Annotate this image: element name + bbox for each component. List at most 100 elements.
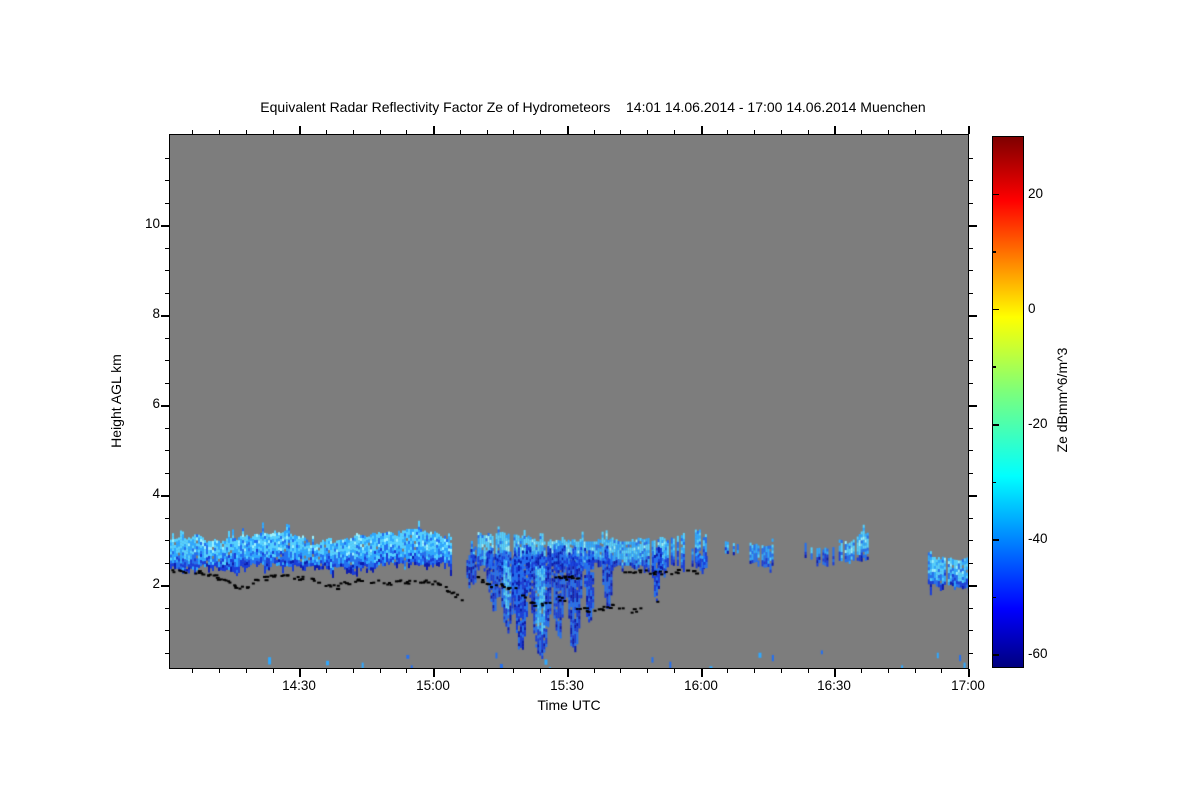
y-minor-tick-right bbox=[969, 158, 973, 159]
y-tick-label: 8 bbox=[152, 306, 160, 321]
x-minor-tick bbox=[353, 669, 354, 673]
colorbar-minor-tick bbox=[993, 596, 996, 599]
y-major-tick-right bbox=[969, 405, 977, 407]
y-minor-tick bbox=[165, 270, 169, 271]
y-major-tick-right bbox=[969, 315, 977, 317]
x-major-tick-top bbox=[433, 126, 435, 134]
x-minor-tick bbox=[406, 669, 407, 673]
y-tick-label: 4 bbox=[152, 486, 160, 501]
colorbar-major-tick bbox=[993, 424, 999, 426]
x-minor-tick-top bbox=[406, 130, 407, 134]
x-minor-tick-top bbox=[192, 130, 193, 134]
x-major-tick-top bbox=[834, 126, 836, 134]
y-minor-tick-right bbox=[969, 653, 973, 654]
x-minor-tick-top bbox=[487, 130, 488, 134]
x-minor-tick-top bbox=[513, 130, 514, 134]
x-major-tick-top bbox=[299, 126, 301, 134]
x-tick-label: 14:30 bbox=[282, 678, 316, 693]
y-minor-tick bbox=[165, 608, 169, 609]
x-major-tick bbox=[567, 669, 569, 677]
x-minor-tick bbox=[487, 669, 488, 673]
x-minor-tick bbox=[380, 669, 381, 673]
x-minor-tick-top bbox=[781, 130, 782, 134]
x-minor-tick-top bbox=[915, 130, 916, 134]
x-minor-tick-top bbox=[594, 130, 595, 134]
y-major-tick bbox=[161, 405, 169, 407]
y-tick-label: 2 bbox=[152, 576, 160, 591]
colorbar-minor-tick bbox=[993, 251, 996, 253]
colorbar-tick-label: -40 bbox=[1028, 531, 1048, 547]
colorbar bbox=[992, 136, 1024, 668]
y-major-tick bbox=[161, 315, 169, 317]
x-major-tick-top bbox=[701, 126, 703, 134]
colorbar-minor-tick bbox=[993, 481, 996, 484]
y-minor-tick bbox=[165, 180, 169, 181]
x-minor-tick bbox=[192, 669, 193, 673]
x-minor-tick-top bbox=[380, 130, 381, 134]
colorbar-major-tick bbox=[993, 193, 999, 196]
x-minor-tick-top bbox=[808, 130, 809, 134]
x-major-tick bbox=[834, 669, 836, 677]
x-minor-tick-top bbox=[326, 130, 327, 134]
colorbar-major-tick bbox=[993, 654, 999, 656]
x-minor-tick bbox=[808, 669, 809, 673]
y-minor-tick-right bbox=[969, 450, 973, 451]
y-minor-tick-right bbox=[969, 180, 973, 181]
x-major-tick bbox=[433, 669, 435, 677]
x-tick-label: 16:30 bbox=[817, 678, 851, 693]
y-minor-tick bbox=[165, 563, 169, 564]
x-tick-label: 15:00 bbox=[416, 678, 450, 693]
colorbar-tick-label: 0 bbox=[1028, 300, 1036, 316]
x-minor-tick bbox=[781, 669, 782, 673]
y-minor-tick bbox=[165, 360, 169, 361]
x-major-tick-top bbox=[567, 126, 569, 134]
x-major-tick bbox=[299, 669, 301, 677]
x-minor-tick bbox=[754, 669, 755, 673]
y-minor-tick bbox=[165, 630, 169, 631]
x-tick-label: 15:30 bbox=[550, 678, 584, 693]
x-minor-tick bbox=[620, 669, 621, 673]
x-minor-tick-top bbox=[754, 130, 755, 134]
x-minor-tick-top bbox=[246, 130, 247, 134]
colorbar-tick-label: -60 bbox=[1028, 646, 1048, 662]
y-minor-tick bbox=[165, 293, 169, 294]
y-major-tick bbox=[161, 225, 169, 227]
y-minor-tick bbox=[165, 203, 169, 204]
y-minor-tick-right bbox=[969, 203, 973, 204]
y-minor-tick-right bbox=[969, 293, 973, 294]
x-axis-label: Time UTC bbox=[537, 697, 601, 713]
x-minor-tick bbox=[273, 669, 274, 673]
x-minor-tick bbox=[594, 669, 595, 673]
x-minor-tick bbox=[915, 669, 916, 673]
x-minor-tick-top bbox=[647, 130, 648, 134]
y-minor-tick-right bbox=[969, 518, 973, 519]
y-minor-tick-right bbox=[969, 630, 973, 631]
x-minor-tick-top bbox=[674, 130, 675, 134]
y-minor-tick bbox=[165, 473, 169, 474]
y-major-tick bbox=[161, 495, 169, 497]
x-minor-tick-top bbox=[861, 130, 862, 134]
x-minor-tick-top bbox=[353, 130, 354, 134]
colorbar-tick-label: -20 bbox=[1028, 416, 1048, 432]
x-minor-tick bbox=[647, 669, 648, 673]
y-minor-tick-right bbox=[969, 360, 973, 361]
x-minor-tick bbox=[861, 669, 862, 673]
colorbar-tick-label: 20 bbox=[1028, 185, 1044, 201]
x-minor-tick bbox=[460, 669, 461, 673]
y-axis-label: Height AGL km bbox=[108, 354, 124, 448]
x-minor-tick-top bbox=[540, 130, 541, 134]
y-minor-tick bbox=[165, 450, 169, 451]
x-minor-tick bbox=[941, 669, 942, 673]
y-major-tick-right bbox=[969, 495, 977, 497]
y-minor-tick-right bbox=[969, 608, 973, 609]
plot-frame bbox=[169, 134, 969, 669]
colorbar-major-tick bbox=[993, 308, 999, 311]
y-minor-tick-right bbox=[969, 338, 973, 339]
x-minor-tick bbox=[219, 669, 220, 673]
y-minor-tick bbox=[165, 248, 169, 249]
x-minor-tick bbox=[540, 669, 541, 673]
x-major-tick bbox=[701, 669, 703, 677]
y-minor-tick-right bbox=[969, 540, 973, 541]
y-minor-tick-right bbox=[969, 270, 973, 271]
y-major-tick-right bbox=[969, 585, 977, 587]
